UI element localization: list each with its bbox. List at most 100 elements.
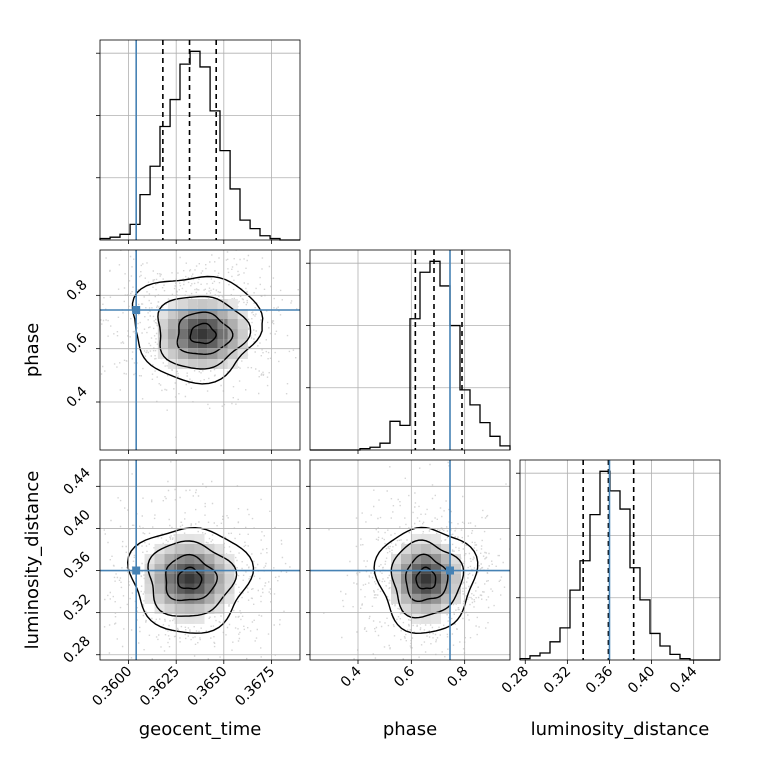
- joint-geocent_time-vs-luminosity_distance-density-cell: [164, 603, 175, 614]
- joint-geocent_time-vs-luminosity_distance-density-cell: [154, 573, 165, 584]
- joint-geocent_time-vs-luminosity_distance-density-cell: [184, 573, 195, 584]
- joint-phase-vs-luminosity_distance-density-cell: [401, 553, 411, 564]
- joint-geocent_time-vs-luminosity_distance-density-cell: [214, 603, 225, 614]
- joint-phase-vs-luminosity_distance-density-cell: [411, 533, 421, 544]
- joint-geocent_time-vs-phase-density-cell: [197, 309, 208, 319]
- joint-geocent_time-vs-luminosity_distance-density-cell: [174, 553, 185, 564]
- joint-geocent_time-vs-luminosity_distance-density-cell: [184, 543, 195, 554]
- joint-geocent_time-vs-luminosity_distance-contour-3: [126, 526, 255, 634]
- joint-geocent_time-vs-phase-density-cell: [217, 299, 228, 309]
- joint-geocent_time-vs-phase-truth-marker: [132, 306, 141, 314]
- joint-geocent_time-vs-phase-density-cell: [217, 309, 228, 319]
- joint-geocent_time-vs-luminosity_distance-density-cell: [214, 573, 225, 584]
- joint-geocent_time-vs-phase-density-cell: [177, 319, 188, 329]
- joint-geocent_time-vs-phase-density-cell: [207, 349, 218, 359]
- joint-geocent_time-vs-luminosity_distance-density-cell: [224, 563, 235, 574]
- x-axis-label-geocent-time: geocent_time: [139, 719, 262, 740]
- joint-phase-vs-luminosity_distance-density-cell: [401, 603, 411, 614]
- joint-geocent_time-vs-luminosity_distance-density-cell: [194, 533, 205, 544]
- joint-geocent_time-vs-luminosity_distance-density-cell: [214, 553, 225, 564]
- joint-phase-vs-luminosity_distance-density-cell: [451, 563, 461, 574]
- joint-geocent_time-vs-luminosity_distance-contour-1: [165, 553, 218, 602]
- joint-geocent_time-vs-luminosity_distance-density-cell: [174, 573, 185, 584]
- joint-geocent_time-vs-luminosity_distance-density-cell: [204, 573, 215, 584]
- joint-geocent_time-vs-luminosity_distance-density-cell: [204, 583, 215, 594]
- y-axis-luminosity-distance-tick-label-2: 0.36: [60, 549, 93, 582]
- joint-phase-vs-luminosity_distance-density-cell: [421, 563, 431, 574]
- x-axis-label-luminosity-distance: luminosity_distance: [531, 719, 710, 740]
- joint-geocent_time-vs-luminosity_distance-density-cell: [224, 593, 235, 604]
- joint-phase-vs-luminosity_distance-density-cell: [411, 613, 421, 624]
- joint-geocent_time-vs-phase-density-cell: [227, 309, 238, 319]
- y-axis-luminosity-distance-tick-label-4: 0.44: [60, 465, 93, 498]
- joint-geocent_time-vs-luminosity_distance-density-cell: [164, 573, 175, 584]
- joint-geocent_time-vs-phase-density-cell: [177, 349, 188, 359]
- y-axis-phase-tick-label-2: 0.8: [64, 277, 91, 304]
- x-axis-geocent-time-tick-label-2: 0.3650: [185, 664, 231, 710]
- joint-geocent_time-vs-luminosity_distance-density-cell: [204, 603, 215, 614]
- joint-geocent_time-vs-phase-density-cell: [177, 309, 188, 319]
- joint-geocent_time-vs-phase-density-cell: [177, 359, 188, 369]
- joint-geocent_time-vs-phase-contour-1: [176, 311, 234, 356]
- joint-geocent_time-vs-phase-density-cell: [217, 339, 228, 349]
- joint-geocent_time-vs-luminosity_distance-density-cell: [174, 583, 185, 594]
- x-axis-phase-tick-label-2: 0.8: [444, 664, 471, 691]
- joint-phase-vs-luminosity_distance-density-cell: [401, 583, 411, 594]
- joint-geocent_time-vs-phase-density-cell: [197, 329, 208, 339]
- x-axis-geocent-time-tick-label-0: 0.3600: [89, 664, 135, 710]
- joint-geocent_time-vs-phase-density-cell: [167, 329, 178, 339]
- joint-geocent_time-vs-luminosity_distance-density-cell: [154, 593, 165, 604]
- joint-geocent_time-vs-phase-density-cell: [237, 319, 248, 329]
- joint-geocent_time-vs-phase-density-cell: [227, 299, 238, 309]
- joint-phase-vs-luminosity_distance-contour-2: [390, 539, 465, 619]
- joint-phase-vs-luminosity_distance-density-cell: [391, 563, 401, 574]
- y-axis-label-phase: phase: [22, 323, 43, 377]
- joint-phase-vs-luminosity_distance-density-cell: [421, 553, 431, 564]
- joint-geocent_time-vs-luminosity_distance-density-cell: [144, 563, 155, 574]
- joint-geocent_time-vs-luminosity_distance-density-cell: [164, 553, 175, 564]
- joint-geocent_time-vs-phase-density-cell: [227, 339, 238, 349]
- x-axis-luminosity-distance-tick-label-1: 0.32: [541, 664, 574, 697]
- joint-phase-vs-luminosity_distance-density-cell: [411, 583, 421, 594]
- hist-luminosity_distance-frame: [519, 459, 721, 661]
- x-axis-geocent-time-tick-label-1: 0.3625: [137, 664, 183, 710]
- y-axis-phase-tick-label-0: 0.4: [64, 384, 91, 411]
- joint-phase-vs-luminosity_distance-contour-1: [404, 553, 449, 602]
- x-axis-phase-tick-label-0: 0.4: [338, 663, 365, 690]
- joint-geocent_time-vs-phase-density-cell: [207, 339, 218, 349]
- joint-geocent_time-vs-luminosity_distance-density-cell: [154, 563, 165, 574]
- joint-geocent_time-vs-phase-density-cell: [167, 299, 178, 309]
- joint-phase-vs-luminosity_distance-density-cell: [401, 563, 411, 574]
- y-axis-luminosity-distance-tick-label-0: 0.28: [60, 633, 93, 666]
- joint-geocent_time-vs-phase-density-cell: [187, 299, 198, 309]
- joint-phase-vs-luminosity_distance-density-cell: [421, 603, 431, 614]
- joint-geocent_time-vs-phase-density-cell: [187, 339, 198, 349]
- joint-phase-vs-luminosity_distance-density-cell: [421, 573, 431, 584]
- joint-geocent_time-vs-luminosity_distance-frame: [99, 459, 301, 661]
- joint-phase-vs-luminosity_distance-density-cell: [421, 583, 431, 594]
- x-axis-luminosity-distance-tick-label-3: 0.40: [625, 664, 658, 697]
- joint-geocent_time-vs-luminosity_distance-density-cell: [194, 613, 205, 624]
- joint-geocent_time-vs-luminosity_distance-density-cell: [194, 583, 205, 594]
- joint-geocent_time-vs-phase-density-cell: [217, 329, 228, 339]
- joint-geocent_time-vs-phase-density-cell: [197, 299, 208, 309]
- joint-geocent_time-vs-phase-group: [100, 250, 299, 438]
- joint-geocent_time-vs-luminosity_distance-density-cell: [154, 583, 165, 594]
- joint-geocent_time-vs-phase-density-cell: [177, 339, 188, 349]
- joint-phase-vs-luminosity_distance-density-cell: [451, 553, 461, 564]
- y-axis-luminosity-distance-tick-label-1: 0.32: [60, 591, 93, 624]
- joint-geocent_time-vs-luminosity_distance-density-cell: [224, 573, 235, 584]
- joint-geocent_time-vs-luminosity_distance-truth-marker: [132, 566, 141, 575]
- joint-phase-vs-luminosity_distance-density-cell: [441, 543, 451, 554]
- hist-phase-frame: [309, 249, 511, 451]
- joint-geocent_time-vs-phase-density-cell: [237, 309, 248, 319]
- joint-phase-vs-luminosity_distance-density-cell: [431, 563, 441, 574]
- joint-geocent_time-vs-phase-frame: [99, 249, 301, 451]
- joint-phase-vs-luminosity_distance-density-cell: [431, 603, 441, 614]
- x-axis-geocent-time-tick-label-3: 0.3675: [232, 664, 278, 710]
- joint-geocent_time-vs-phase-density-cell: [227, 319, 238, 329]
- joint-geocent_time-vs-phase-density-cell: [187, 319, 198, 329]
- joint-phase-vs-luminosity_distance-truth-marker: [446, 566, 454, 575]
- y-axis-label-luminosity-distance: luminosity_distance: [22, 471, 43, 650]
